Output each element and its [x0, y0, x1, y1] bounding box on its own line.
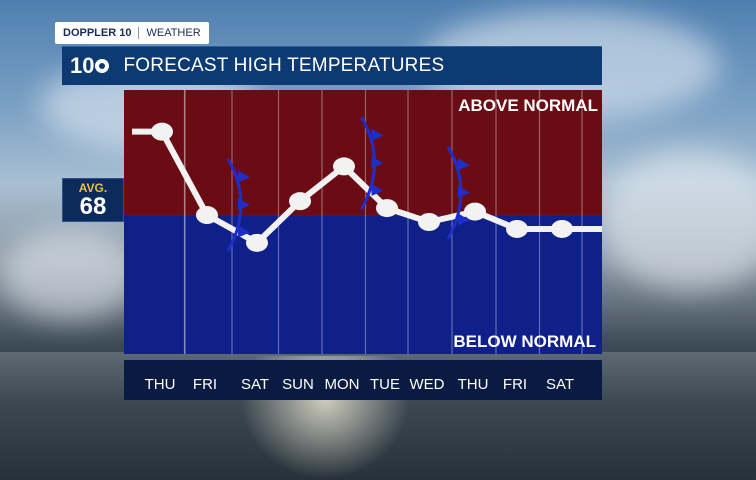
- data-point: [246, 233, 268, 252]
- data-point: [289, 192, 311, 211]
- day-label: MON: [325, 376, 360, 393]
- cloud: [600, 150, 756, 290]
- cloud: [0, 230, 140, 320]
- day-label: FRI: [503, 376, 527, 393]
- average-box: AVG. 68: [62, 178, 124, 222]
- day-label: TUE: [370, 376, 400, 393]
- brand-tag: DOPPLER 10 WEATHER: [55, 22, 209, 44]
- cold-front-triangle: [371, 128, 384, 141]
- cold-front-triangle: [458, 158, 470, 171]
- cold-front-triangle: [371, 183, 384, 196]
- day-label: SAT: [241, 376, 269, 393]
- cold-front-triangle: [238, 170, 250, 183]
- data-point: [376, 199, 398, 218]
- day-label: WED: [410, 376, 445, 393]
- title-bar: 10 FORECAST HIGH TEMPERATURES: [62, 46, 602, 85]
- data-point: [333, 157, 355, 176]
- logo-number: 10: [70, 53, 95, 78]
- page-title: FORECAST HIGH TEMPERATURES: [123, 55, 445, 76]
- section-name: WEATHER: [146, 27, 201, 39]
- data-point: [506, 219, 528, 238]
- below-normal-label: BELOW NORMAL: [453, 332, 596, 351]
- below-normal-region: [124, 215, 602, 354]
- cold-front-triangle: [458, 213, 470, 226]
- cbs-eye-icon: [95, 59, 110, 73]
- cold-front-triangle: [371, 156, 384, 169]
- data-point: [151, 122, 173, 141]
- average-label: AVG.: [78, 181, 108, 195]
- data-point: [196, 206, 218, 225]
- data-point: [551, 219, 573, 238]
- data-point: [418, 213, 440, 231]
- above-normal-region: [124, 90, 602, 216]
- average-value: 68: [79, 193, 107, 220]
- cold-front-triangle: [458, 185, 470, 198]
- day-label: SUN: [282, 376, 314, 393]
- tag-divider: [138, 27, 140, 39]
- above-normal-label: ABOVE NORMAL: [458, 96, 598, 115]
- x-axis-bar: [124, 360, 602, 400]
- day-label: SAT: [546, 376, 574, 393]
- cold-front-triangle: [238, 197, 250, 210]
- station-name: DOPPLER 10: [63, 27, 132, 39]
- cold-front-triangle: [238, 225, 250, 238]
- station-logo: 10: [70, 53, 110, 79]
- day-label: THU: [458, 376, 489, 393]
- day-label: THU: [145, 376, 176, 393]
- data-point: [464, 202, 486, 221]
- day-label: FRI: [193, 376, 217, 393]
